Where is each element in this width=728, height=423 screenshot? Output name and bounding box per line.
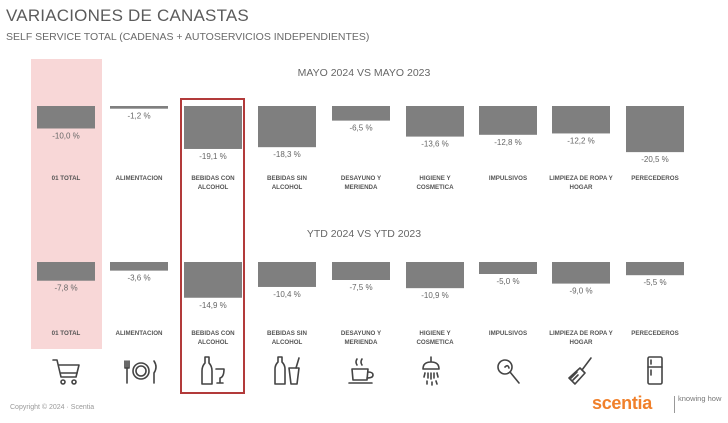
data-label: -3,6 % (127, 274, 150, 283)
data-label: -13,6 % (421, 140, 449, 149)
broom-icon (568, 357, 592, 385)
data-label: -10,4 % (273, 290, 301, 299)
category-label: PERECEDEROS (631, 330, 678, 337)
category-label: IMPULSIVOS (489, 175, 527, 182)
bar (552, 262, 610, 284)
data-label: -14,9 % (199, 301, 227, 310)
category-label: ALIMENTACION (116, 330, 164, 337)
category-label: PERECEDEROS (631, 175, 678, 182)
bar (479, 262, 537, 274)
logo-divider (674, 396, 675, 413)
category-label: DESAYUNO Y MERIENDA (341, 175, 382, 191)
shower-icon (422, 356, 440, 386)
bar (332, 262, 390, 280)
chart-title-mayo: MAYO 2024 VS MAYO 2023 (297, 67, 431, 79)
category-label: HIGIENE Y COSMETICA (416, 330, 454, 346)
shopping-cart-icon (52, 359, 80, 385)
bar (406, 106, 464, 137)
bar (479, 106, 537, 135)
cutlery-plate-icon (124, 360, 157, 384)
bar (37, 262, 95, 281)
data-label: -20,5 % (641, 155, 669, 164)
category-label: 01 TOTAL (52, 330, 81, 337)
data-label: -7,5 % (349, 283, 372, 292)
category-label: LIMPIEZA DE ROPA Y HOGAR (549, 330, 613, 346)
category-label: ALIMENTACION (116, 175, 164, 182)
bar (626, 262, 684, 276)
data-label: -9,0 % (569, 287, 592, 296)
refrigerator-icon (647, 356, 663, 385)
wine-bottle-glass-icon (201, 356, 225, 385)
data-label: -5,0 % (496, 277, 519, 286)
category-label: BEBIDAS SIN ALCOHOL (267, 175, 307, 191)
data-label: -5,5 % (643, 278, 666, 287)
category-label: LIMPIEZA DE ROPA Y HOGAR (549, 175, 613, 191)
copyright-text: Copyright © 2024 · Scentia (10, 404, 95, 411)
bar (406, 262, 464, 289)
soda-bottle-cup-icon (274, 356, 300, 385)
data-label: -10,0 % (52, 132, 80, 141)
category-label: IMPULSIVOS (489, 330, 527, 337)
data-label: -12,8 % (494, 138, 522, 147)
bebidas-con-alcohol-highlight-frame (180, 98, 245, 394)
bar (184, 106, 242, 149)
category-label: 01 TOTAL (52, 175, 81, 182)
bar (626, 106, 684, 153)
logo-tagline: knowing how (678, 394, 722, 403)
page-subtitle: SELF SERVICE TOTAL (CADENAS + AUTOSERVIC… (6, 31, 370, 43)
data-label: -1,2 % (127, 112, 150, 121)
bar (258, 106, 316, 148)
bar (184, 262, 242, 298)
data-label: -19,1 % (199, 152, 227, 161)
data-label: -18,3 % (273, 150, 301, 159)
category-label: BEBIDAS CON ALCOHOL (191, 175, 235, 191)
data-label: -6,5 % (349, 124, 372, 133)
scentia-logo: scentia (592, 393, 652, 413)
data-label: -12,2 % (567, 136, 595, 145)
category-label: HIGIENE Y COSMETICA (416, 175, 454, 191)
bar (110, 262, 168, 271)
bar (110, 106, 168, 109)
bar (37, 106, 95, 129)
bar (552, 106, 610, 134)
category-label: DESAYUNO Y MERIENDA (341, 330, 382, 346)
bar (332, 106, 390, 121)
category-label: BEBIDAS SIN ALCOHOL (267, 330, 307, 346)
page-title: VARIACIONES DE CANASTAS (6, 6, 249, 25)
bar (258, 262, 316, 287)
coffee-cup-icon (348, 358, 374, 384)
chart-title-ytd: YTD 2024 VS YTD 2023 (306, 228, 422, 240)
lollipop-icon (497, 359, 520, 384)
category-label: BEBIDAS CON ALCOHOL (191, 330, 235, 346)
data-label: -7,8 % (54, 284, 77, 293)
data-label: -10,9 % (421, 291, 449, 300)
